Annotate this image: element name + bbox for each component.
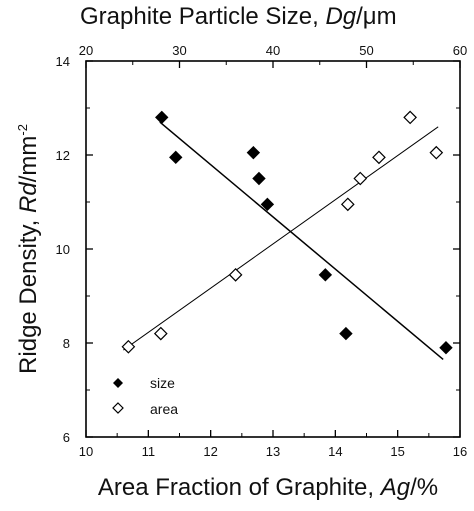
axis-ticks (85, 60, 461, 438)
legend-marker-area (112, 402, 124, 414)
left-axis-title-unit: /mm (15, 136, 42, 183)
data-point-area (121, 339, 136, 354)
data-point-area (403, 110, 417, 125)
bottom-tick-label: 11 (142, 444, 156, 459)
fit-lines (123, 121, 444, 361)
data-point-size (260, 197, 275, 212)
left-tick-label: 6 (63, 430, 70, 445)
data-point-area (228, 268, 243, 282)
left-tick-labels: 6 8 10 12 14 (56, 54, 70, 445)
legend: size area (112, 375, 178, 417)
top-axis-title: Graphite Particle Size, Dg/μm (80, 3, 397, 30)
bottom-axis-title-text: Area Fraction of Graphite, (98, 474, 381, 501)
data-point-area (353, 171, 368, 186)
top-tick-label: 30 (172, 43, 186, 58)
bottom-tick-labels: 10 11 12 13 14 15 16 (79, 444, 467, 459)
bottom-tick-label: 16 (453, 444, 467, 459)
data-point-size (246, 145, 261, 160)
fit-line-area (123, 126, 439, 351)
data-point-size (155, 110, 169, 125)
bottom-tick-label: 12 (203, 444, 217, 459)
fit-line-size (159, 121, 444, 361)
legend-marker-size (113, 378, 123, 388)
data-point-size (439, 340, 453, 355)
bottom-axis-title-unit: /% (410, 474, 438, 501)
legend-label-area: area (150, 401, 178, 417)
left-tick-label: 14 (56, 54, 70, 69)
bottom-axis-title-symbol: Ag (379, 474, 411, 501)
bottom-tick-label: 13 (266, 444, 280, 459)
data-points (121, 110, 453, 355)
legend-label-size: size (150, 375, 175, 391)
data-point-area (153, 326, 168, 341)
top-axis-title-unit: /μm (356, 3, 397, 30)
bottom-tick-label: 10 (79, 444, 93, 459)
top-tick-label: 50 (359, 43, 373, 58)
bottom-tick-label: 14 (328, 444, 342, 459)
data-point-size (169, 150, 183, 165)
left-axis-title-exponent: -2 (15, 124, 30, 136)
data-point-size (252, 171, 266, 186)
left-tick-label: 10 (56, 242, 70, 257)
data-point-area (372, 150, 386, 165)
data-point-size (318, 268, 333, 282)
left-tick-label: 12 (56, 148, 70, 163)
left-tick-label: 8 (63, 336, 70, 351)
bottom-tick-label: 15 (390, 444, 404, 459)
top-tick-labels: 20 30 40 50 60 (79, 43, 467, 58)
data-point-area (340, 197, 355, 212)
left-axis-title: Ridge Density, Rd/mm-2 (15, 124, 42, 374)
bottom-axis-title: Area Fraction of Graphite, Ag/% (98, 474, 438, 501)
top-tick-label: 20 (79, 43, 93, 58)
data-point-size (339, 326, 353, 341)
left-axis-title-symbol: Rd (15, 182, 42, 213)
top-axis-title-text: Graphite Particle Size, (80, 3, 325, 30)
data-point-area (429, 145, 444, 160)
top-tick-label: 40 (266, 43, 280, 58)
left-axis-title-text: Ridge Density, (15, 213, 42, 374)
top-tick-label: 60 (453, 43, 467, 58)
top-axis-title-symbol: Dg (325, 3, 356, 30)
